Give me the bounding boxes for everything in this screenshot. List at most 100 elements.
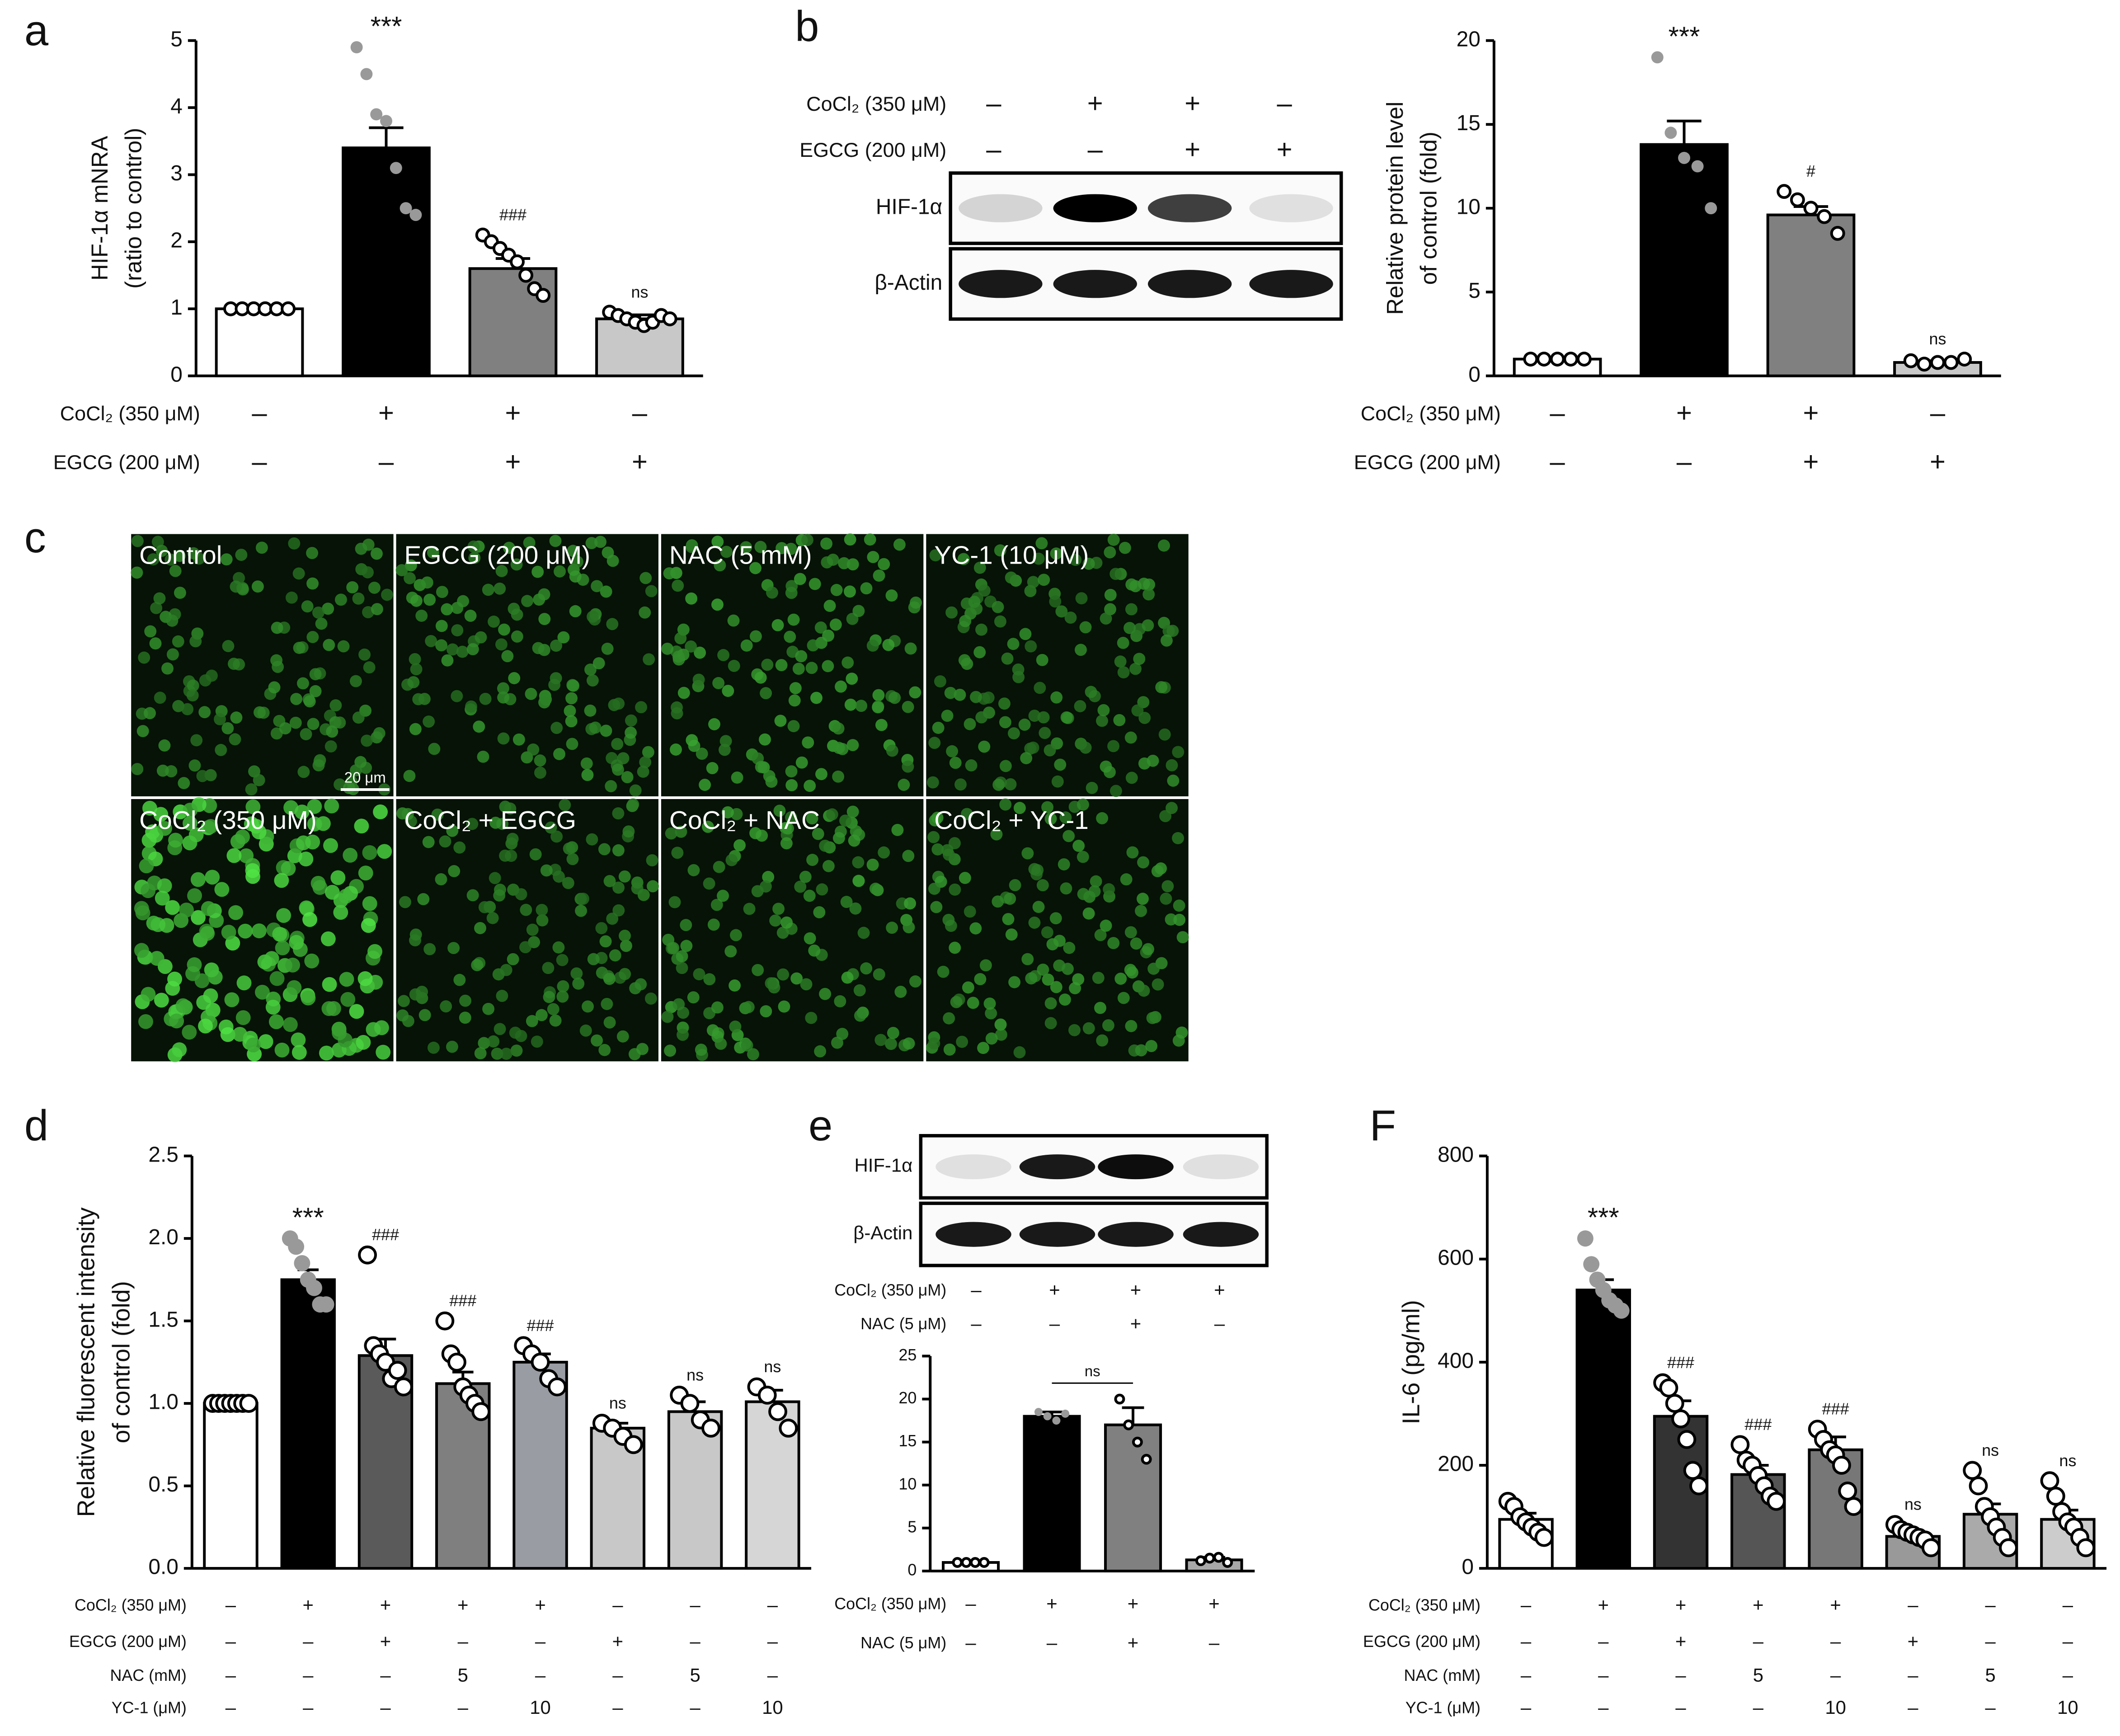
treatment-sign: – xyxy=(1985,1697,1996,1718)
cell xyxy=(645,585,658,597)
treatment-sign: 10 xyxy=(762,1697,783,1718)
cell xyxy=(937,965,950,978)
cell xyxy=(474,1047,487,1059)
y-tick-label: 1.5 xyxy=(148,1308,179,1331)
cell xyxy=(553,748,565,760)
treatment-sign: – xyxy=(1550,398,1565,428)
treatment-sign: – xyxy=(1985,1631,1996,1652)
cell xyxy=(1036,654,1048,666)
cell xyxy=(661,1011,674,1023)
data-point xyxy=(1671,1409,1691,1429)
cell xyxy=(155,545,168,557)
cell xyxy=(978,740,991,753)
cell xyxy=(1113,714,1126,726)
cell xyxy=(323,639,335,651)
micrograph xyxy=(131,797,394,1063)
cell xyxy=(301,600,314,613)
micrograph-background xyxy=(131,534,394,796)
micrograph-label: CoCl₂ (350 μM) xyxy=(139,806,317,835)
cell xyxy=(269,971,285,986)
cell xyxy=(349,1004,364,1019)
cell xyxy=(183,816,197,831)
cell xyxy=(566,738,578,750)
cell xyxy=(531,1035,543,1048)
y-axis-label: IL-6 (pg/ml) xyxy=(1398,1300,1425,1424)
cell xyxy=(1055,605,1068,618)
cell xyxy=(587,610,599,623)
micrograph xyxy=(661,799,924,1062)
cell xyxy=(686,734,698,747)
cell xyxy=(1120,873,1133,886)
cell xyxy=(962,981,974,994)
cell xyxy=(835,680,847,693)
cell xyxy=(749,630,762,643)
cell xyxy=(309,668,322,681)
cell xyxy=(466,818,479,830)
treatment-label: CoCl₂ (350 μM) xyxy=(60,402,200,425)
cell xyxy=(967,997,979,1009)
data-point xyxy=(1523,352,1538,367)
treatment-sign: + xyxy=(535,1594,545,1615)
cell xyxy=(1088,885,1101,898)
cell xyxy=(931,843,944,856)
blot-band-label: HIF-1α xyxy=(876,195,942,219)
cell xyxy=(287,980,302,995)
treatment-sign: + xyxy=(1128,1632,1138,1653)
cell xyxy=(279,722,291,734)
treatment-sign: – xyxy=(1753,1697,1764,1718)
cell xyxy=(453,841,466,854)
cell xyxy=(562,877,574,889)
cell xyxy=(222,640,235,652)
cell xyxy=(878,846,890,859)
cell xyxy=(200,926,215,941)
cell xyxy=(602,546,614,559)
cell xyxy=(281,861,296,876)
cell xyxy=(1025,640,1037,653)
y-tick-label: 2.0 xyxy=(148,1225,179,1249)
cell xyxy=(1028,710,1041,722)
cell xyxy=(496,989,508,1002)
data-point xyxy=(1817,209,1832,224)
cell xyxy=(719,735,732,748)
cell xyxy=(832,770,845,783)
cell xyxy=(872,689,885,701)
cell xyxy=(138,1014,153,1029)
blot-condition-sign: + xyxy=(1087,88,1103,118)
data-point xyxy=(409,209,422,221)
cell xyxy=(822,630,835,642)
blot-condition-sign: – xyxy=(1049,1313,1060,1334)
cell xyxy=(740,639,753,652)
cell xyxy=(161,662,174,675)
cell xyxy=(636,1043,649,1055)
cell xyxy=(644,992,657,1005)
cell xyxy=(804,932,816,945)
cell xyxy=(255,541,268,554)
y-tick-label: 20 xyxy=(898,1389,917,1407)
y-tick-label: 1 xyxy=(170,296,183,320)
blot-band xyxy=(1098,1222,1174,1247)
cell xyxy=(754,671,767,684)
cell xyxy=(557,980,569,993)
cell xyxy=(612,904,625,917)
treatment-sign: – xyxy=(379,447,394,477)
blot-condition-sign: + xyxy=(1185,134,1200,165)
data-point xyxy=(2076,1538,2096,1557)
treatment-sign: – xyxy=(1830,1631,1841,1652)
micrograph xyxy=(131,534,394,796)
cell xyxy=(616,1030,629,1043)
cell xyxy=(864,533,876,546)
cell xyxy=(823,600,836,612)
treatment-sign: + xyxy=(505,398,521,428)
cell xyxy=(1114,973,1127,985)
cell xyxy=(761,659,774,671)
data-point xyxy=(360,68,373,80)
treatment-label: CoCl₂ (350 μM) xyxy=(75,1596,187,1614)
cell xyxy=(570,967,583,980)
cell xyxy=(838,557,851,569)
cell xyxy=(563,842,575,855)
cell xyxy=(532,642,545,654)
cell xyxy=(1039,727,1051,739)
cell xyxy=(543,991,555,1003)
cell xyxy=(1137,893,1149,905)
